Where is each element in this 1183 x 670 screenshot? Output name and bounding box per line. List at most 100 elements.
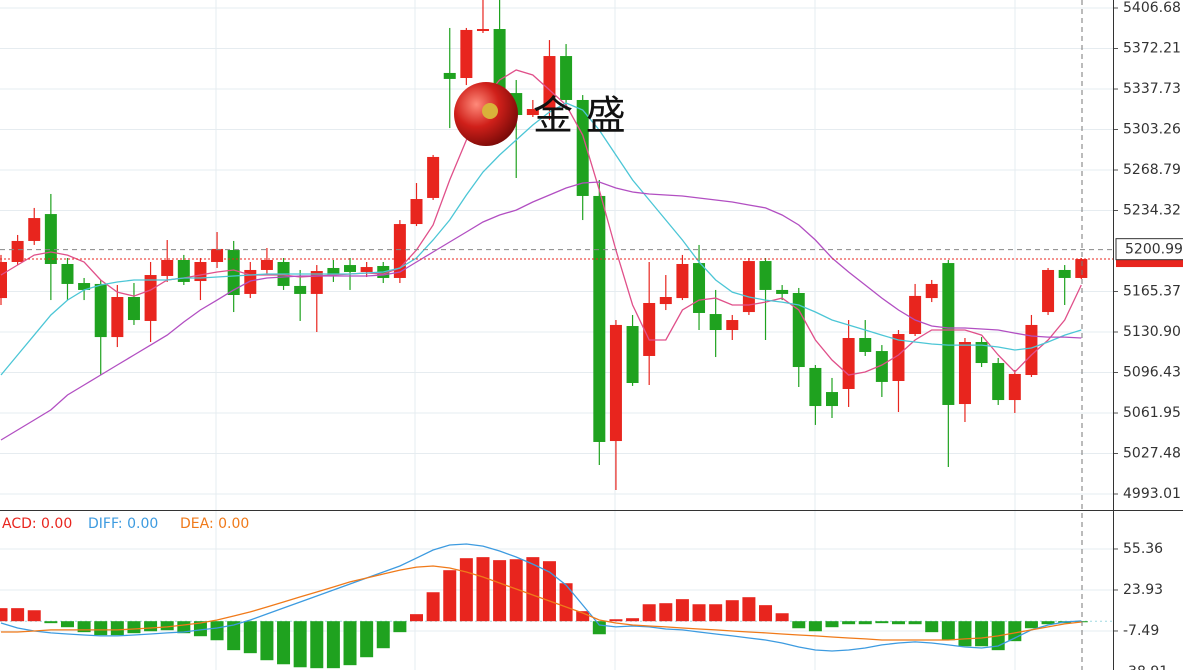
macd-line <box>1 565 1082 641</box>
candle-body <box>1008 373 1021 401</box>
macd-bar <box>725 600 739 622</box>
macd-bar <box>210 621 224 641</box>
candle-body <box>360 267 373 272</box>
candle-body <box>975 341 988 364</box>
logo-dot <box>482 103 498 119</box>
macd-bar <box>609 619 623 622</box>
candle-body <box>543 56 556 110</box>
macd-bar <box>1024 621 1038 629</box>
macd-bar <box>825 621 839 628</box>
macd-bar <box>526 557 540 622</box>
y-tick-label: 23.93 <box>1123 582 1163 598</box>
candle-body <box>925 283 938 299</box>
candle-body <box>111 297 124 338</box>
y-tick-label: 5165.37 <box>1123 284 1181 300</box>
candle-body <box>809 367 822 407</box>
price-tag-label: 5200.99 <box>1125 242 1183 258</box>
macd-bar <box>94 621 108 636</box>
macd-bar <box>975 621 989 647</box>
candle-body <box>826 392 838 407</box>
macd-bar <box>941 621 955 641</box>
candle-body <box>709 314 722 331</box>
macd-bar <box>858 621 872 625</box>
y-tick-label: 5303.26 <box>1123 122 1181 138</box>
macd-bar <box>875 621 889 624</box>
y-tick-label: 5268.79 <box>1123 162 1181 178</box>
macd-bar <box>277 621 291 665</box>
candle-body <box>560 56 573 100</box>
candle-body <box>909 295 922 335</box>
candle-body <box>294 285 307 294</box>
macd-bar <box>60 621 74 628</box>
macd-bar <box>44 621 58 624</box>
candle-body <box>693 263 706 313</box>
macd-bar <box>459 558 473 622</box>
candle-body <box>11 240 24 262</box>
y-tick-label: 5234.32 <box>1123 203 1181 219</box>
candle-body <box>942 263 955 405</box>
candle-body <box>78 283 91 290</box>
macd-bar <box>376 621 390 649</box>
price-tag <box>1115 238 1183 261</box>
macd-bar <box>227 621 241 651</box>
candle-body <box>476 29 489 32</box>
macd-bar <box>1041 621 1055 625</box>
macd-bar <box>792 621 806 629</box>
legend-label: DEA: 0.00 <box>180 516 249 532</box>
moving-average-line <box>0 102 1082 376</box>
candle-body <box>211 248 224 262</box>
y-tick-label: 55.36 <box>1123 541 1163 557</box>
y-tick-label: 5337.73 <box>1123 81 1181 97</box>
candle-body <box>676 263 689 299</box>
macd-bar <box>127 621 141 634</box>
candle-body <box>792 293 805 368</box>
candle-body <box>94 283 107 338</box>
macd-bar <box>0 608 8 622</box>
macd-bar <box>559 583 573 622</box>
macd-bar <box>343 621 357 666</box>
y-tick-label: 5130.90 <box>1123 324 1181 340</box>
macd-bar <box>958 621 972 647</box>
macd-bar <box>808 621 822 632</box>
candle-body <box>427 156 440 198</box>
candle-body <box>344 265 357 272</box>
macd-bar <box>709 604 723 622</box>
candle-body <box>244 269 257 294</box>
moving-average-line <box>0 181 1082 441</box>
macd-bar <box>160 621 174 631</box>
candle-body <box>726 320 739 331</box>
candle-body <box>609 324 622 442</box>
candle-body <box>892 334 905 382</box>
candle-body <box>460 29 473 79</box>
macd-bar <box>576 611 590 622</box>
macd-line <box>0 543 1082 652</box>
candle-body <box>992 363 1005 401</box>
candle-body <box>626 326 639 383</box>
macd-bar <box>243 621 257 654</box>
candle-body <box>1075 259 1088 278</box>
candle-body <box>526 109 539 116</box>
y-tick-label: 4993.01 <box>1123 486 1181 502</box>
candle-body <box>759 261 772 290</box>
macd-bar <box>410 614 423 622</box>
macd-bar <box>260 621 274 661</box>
macd-bar <box>493 560 507 622</box>
macd-bar <box>742 597 756 622</box>
y-tick-label: 5061.95 <box>1123 405 1181 421</box>
candle-body <box>327 267 340 276</box>
candle-body <box>61 263 74 284</box>
macd-bar <box>326 621 340 669</box>
macd-bar <box>310 621 324 669</box>
macd-bar <box>77 621 91 633</box>
macd-bar <box>659 603 673 622</box>
candle-body <box>593 195 606 442</box>
candle-body <box>410 199 423 225</box>
candle-body <box>842 338 855 389</box>
candle-body <box>659 297 672 305</box>
macd-bar <box>759 605 773 622</box>
candle-body <box>127 297 140 321</box>
macd-bar <box>509 559 523 622</box>
y-tick-label: -7.49 <box>1123 623 1159 639</box>
macd-bar <box>542 561 556 622</box>
